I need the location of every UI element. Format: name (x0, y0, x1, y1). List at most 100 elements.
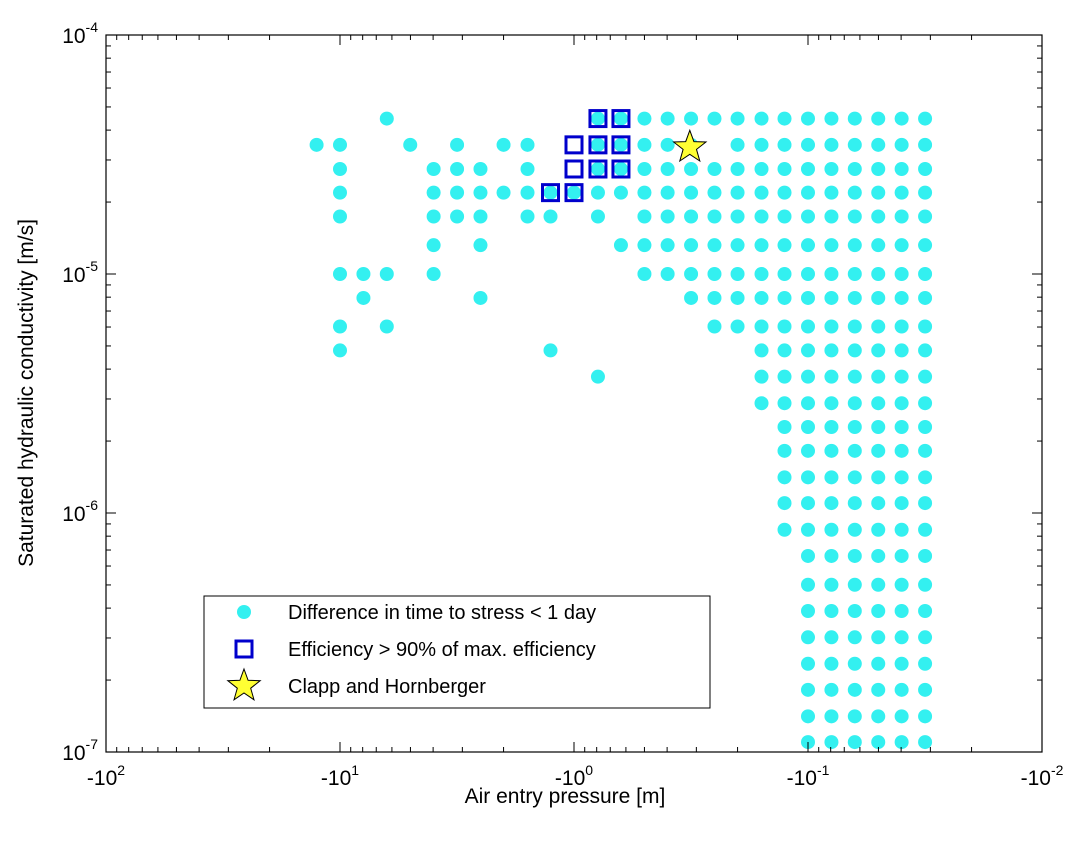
data-point-circle (801, 111, 815, 126)
x-tick-label: -101 (321, 762, 359, 790)
data-point-circle (871, 604, 886, 619)
data-point-circle (496, 185, 511, 200)
data-point-circle (871, 396, 886, 411)
data-point-square (564, 135, 584, 155)
data-point-circle (754, 369, 769, 384)
data-point-circle (356, 267, 371, 281)
data-point-circle (801, 522, 815, 537)
data-point-circle (824, 290, 839, 305)
data-point-circle (426, 161, 441, 176)
data-point-circle (777, 111, 792, 126)
data-point-circle (333, 319, 347, 334)
data-point-circle (637, 238, 652, 253)
data-point-circle (824, 369, 839, 384)
data-point-circle (707, 111, 722, 126)
data-point-circle (847, 709, 862, 724)
data-point-circle (894, 419, 909, 434)
data-point-circle (847, 630, 862, 645)
data-point-circle (801, 137, 815, 152)
data-point-circle (824, 238, 839, 253)
data-point-circle (871, 319, 886, 334)
data-point-circle (801, 443, 815, 458)
data-point-circle (824, 137, 839, 152)
data-point-circle (918, 209, 933, 224)
data-point-circle (754, 209, 769, 224)
data-point-circle (543, 343, 558, 358)
ticks-layer: -102 -101 -100 -10-1 -10-2 10-4 10-5 10-6 10-7 (62, 19, 1063, 790)
data-point-circle (333, 267, 347, 281)
data-point-circle (847, 656, 862, 671)
data-point-circle (871, 419, 886, 434)
data-point-circle (590, 209, 605, 224)
data-point-circle (824, 209, 839, 224)
data-point-circle (894, 238, 909, 253)
data-point-circle (613, 185, 628, 200)
data-point-circle (730, 209, 745, 224)
data-point-circle (333, 343, 347, 358)
data-point-circle (894, 343, 909, 358)
data-point-circle (871, 630, 886, 645)
data-point-circle (847, 496, 862, 511)
data-point-circle (730, 319, 745, 334)
data-point-circle (824, 522, 839, 537)
data-point-circle (801, 185, 815, 200)
data-point-circle (871, 735, 886, 750)
x-tick-label: -102 (87, 762, 125, 790)
data-point-circle (824, 267, 839, 281)
data-point-circle (918, 343, 933, 358)
data-point-circle (777, 369, 792, 384)
data-point-circle (894, 161, 909, 176)
data-point-circle (473, 238, 488, 253)
data-point-circle (777, 185, 792, 200)
data-point-circle (590, 369, 605, 384)
data-point-circle (894, 267, 909, 281)
data-point-circle (520, 161, 535, 176)
legend-label: Difference in time to stress < 1 day (288, 602, 596, 624)
data-point-circle (918, 111, 933, 126)
data-point-circle (754, 319, 769, 334)
legend-marker (237, 605, 251, 619)
data-point-star (672, 128, 708, 163)
data-point-circle (824, 709, 839, 724)
data-point-circle (847, 161, 862, 176)
data-point-circle (543, 185, 558, 200)
data-point-circle (824, 396, 839, 411)
data-point-circle (543, 209, 558, 224)
data-point-circle (637, 137, 652, 152)
data-point-circle (660, 238, 675, 253)
data-point-circle (847, 267, 862, 281)
data-point-circle (801, 369, 815, 384)
data-point-circle (801, 577, 815, 592)
data-point-circle (379, 319, 394, 334)
data-point-circle (871, 137, 886, 152)
data-point-circle (824, 111, 839, 126)
data-point-circle (426, 209, 441, 224)
data-point-circle (356, 290, 371, 305)
data-point-circle (426, 238, 441, 253)
data-point-circle (824, 319, 839, 334)
data-point-circle (894, 604, 909, 619)
data-point-square (611, 135, 631, 155)
data-point-circle (824, 548, 839, 563)
data-point-circle (871, 111, 886, 126)
data-point-circle (824, 604, 839, 619)
data-point-circle (684, 267, 699, 281)
data-point-circle (847, 369, 862, 384)
data-point-circle (777, 419, 792, 434)
data-point-circle (847, 290, 862, 305)
data-point-circle (871, 267, 886, 281)
data-point-circle (473, 185, 488, 200)
data-point-circle (824, 470, 839, 485)
data-point-circle (520, 137, 535, 152)
legend-label: Clapp and Hornberger (288, 676, 486, 698)
data-point-circle (777, 443, 792, 458)
data-point-circle (918, 630, 933, 645)
data-point-circle (871, 209, 886, 224)
data-point-circle (707, 238, 722, 253)
data-point-circle (777, 267, 792, 281)
data-point-circle (824, 656, 839, 671)
data-point-square (564, 183, 584, 203)
data-point-circle (473, 161, 488, 176)
data-point-circle (894, 369, 909, 384)
